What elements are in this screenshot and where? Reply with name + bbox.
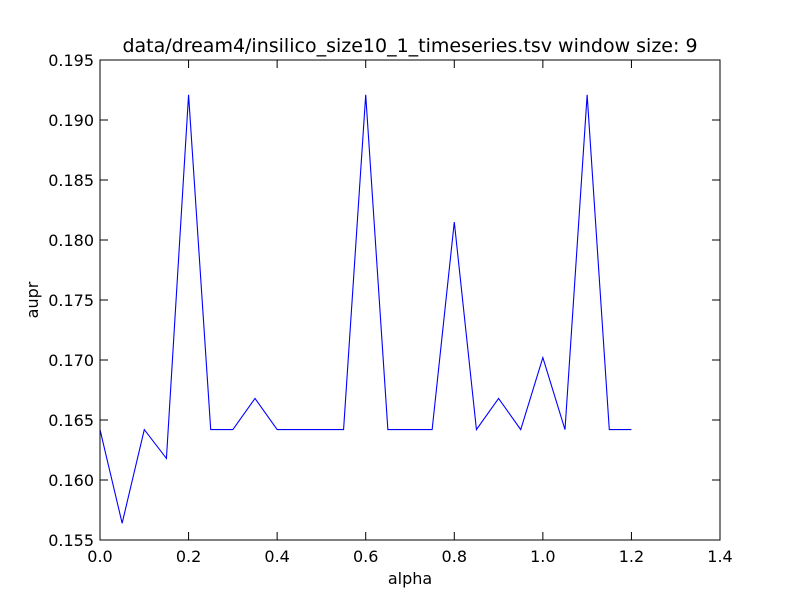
x-tick-label: 1.0 bbox=[530, 547, 555, 566]
x-tick-label: 0.4 bbox=[264, 547, 289, 566]
y-tick-label: 0.180 bbox=[48, 231, 94, 250]
y-tick-label: 0.155 bbox=[48, 531, 94, 550]
plot-frame bbox=[99, 59, 721, 541]
x-axis-label: alpha bbox=[388, 569, 432, 588]
chart-title: data/dream4/insilico_size10_1_timeseries… bbox=[122, 35, 697, 57]
y-tick-labels: 0.155 0.160 0.165 0.170 0.175 0.180 0.185 0.190… bbox=[48, 51, 94, 550]
x-tick-label: 0.6 bbox=[353, 547, 378, 566]
y-tick-label: 0.160 bbox=[48, 471, 94, 490]
y-tick-label: 0.185 bbox=[48, 171, 94, 190]
x-tick-labels: 0.0 0.2 0.4 0.6 0.8 1.0 1.2 1.4 bbox=[87, 547, 732, 566]
x-tick-label: 0.0 bbox=[87, 547, 112, 566]
y-axis-label: aupr bbox=[23, 281, 42, 318]
x-tick-label: 0.2 bbox=[176, 547, 201, 566]
y-tick-label: 0.190 bbox=[48, 111, 94, 130]
y-tick-label: 0.170 bbox=[48, 351, 94, 370]
y-tick-label: 0.165 bbox=[48, 411, 94, 430]
x-tick-label: 1.2 bbox=[619, 547, 644, 566]
plot-area bbox=[100, 60, 720, 540]
series-layer bbox=[99, 94, 632, 524]
y-tick-label: 0.175 bbox=[48, 291, 94, 310]
x-tick-label: 1.4 bbox=[707, 547, 732, 566]
x-tick-label: 0.8 bbox=[442, 547, 467, 566]
y-tick-label: 0.195 bbox=[48, 51, 94, 70]
series-line bbox=[99, 94, 632, 524]
